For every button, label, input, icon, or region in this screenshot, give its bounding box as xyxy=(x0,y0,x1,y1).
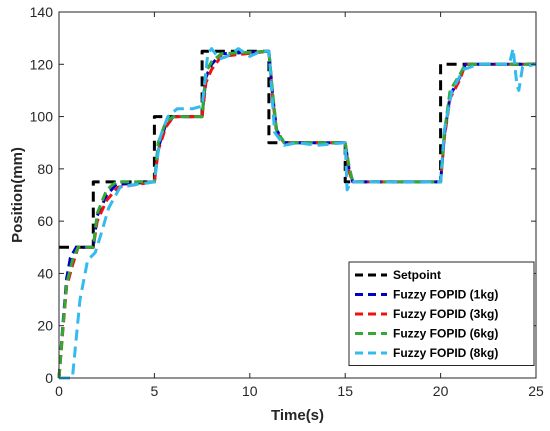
legend-label: Fuzzy FOPID (3kg) xyxy=(393,307,498,321)
x-tick-label: 20 xyxy=(433,383,449,399)
series-line-0 xyxy=(59,49,536,249)
y-tick-label: 100 xyxy=(30,109,54,125)
legend-box xyxy=(348,261,535,366)
x-tick-label: 10 xyxy=(242,383,258,399)
y-tick-label: 0 xyxy=(45,370,53,386)
y-tick-label: 140 xyxy=(30,4,54,20)
y-tick-label: 20 xyxy=(37,318,53,334)
legend-label: Fuzzy FOPID (1kg) xyxy=(393,288,498,302)
x-tick-label: 5 xyxy=(151,383,159,399)
legend-label: Setpoint xyxy=(393,268,441,282)
x-tick-label: 15 xyxy=(337,383,353,399)
series-line-4 xyxy=(59,47,537,380)
legend-label: Fuzzy FOPID (8kg) xyxy=(393,346,498,360)
x-axis-title: Time(s) xyxy=(271,407,324,424)
y-tick-label: 120 xyxy=(30,56,54,72)
legend-label: Fuzzy FOPID (6kg) xyxy=(393,327,498,341)
axis-ticks: 0 5 10 15 20 25 0 20 40 60 80 100 120 140 xyxy=(30,4,544,399)
x-tick-label: 25 xyxy=(528,383,544,399)
series-layer xyxy=(57,47,537,380)
series-line-3 xyxy=(57,49,536,379)
y-tick-label: 80 xyxy=(37,161,53,177)
y-tick-label: 40 xyxy=(37,265,53,281)
y-tick-label: 60 xyxy=(37,213,53,229)
legend: Setpoint Fuzzy FOPID (1kg) Fuzzy FOPID (3k… xyxy=(348,261,535,366)
plot-area-frame xyxy=(58,11,537,379)
x-tick-label: 0 xyxy=(55,383,63,399)
y-axis-title: Position(mm) xyxy=(9,147,26,243)
